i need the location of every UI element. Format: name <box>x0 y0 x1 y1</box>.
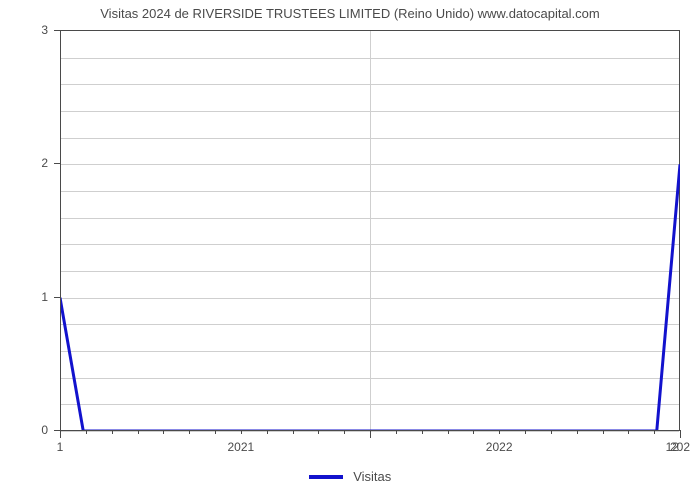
x-tick-minor <box>577 430 578 434</box>
x-tick-label: 2021 <box>227 440 254 454</box>
x-tick-minor <box>189 430 190 434</box>
y-tick <box>54 297 60 298</box>
x-tick-minor <box>86 430 87 434</box>
y-axis-line <box>60 30 61 430</box>
line-series-layer <box>60 31 680 431</box>
legend: Visitas <box>0 468 700 486</box>
x-tick-minor <box>112 430 113 434</box>
x-tick-label: 1 <box>57 440 64 454</box>
x-tick-minor <box>603 430 604 434</box>
y-tick <box>54 30 60 31</box>
plot-area <box>60 30 680 430</box>
x-tick-minor <box>628 430 629 434</box>
x-tick-minor <box>422 430 423 434</box>
y-tick <box>54 163 60 164</box>
x-tick-major <box>60 430 61 438</box>
y-tick-label: 1 <box>0 290 48 304</box>
x-tick-minor <box>318 430 319 434</box>
legend-label: Visitas <box>353 469 391 484</box>
chart-container: Visitas 2024 de RIVERSIDE TRUSTEES LIMIT… <box>0 0 700 500</box>
x-tick-label: 2022 <box>486 440 513 454</box>
x-tick-minor <box>654 430 655 434</box>
x-tick-minor <box>551 430 552 434</box>
series-line <box>60 164 680 431</box>
x-tick-major <box>680 430 681 438</box>
x-tick-minor <box>163 430 164 434</box>
x-tick-major <box>370 430 371 438</box>
y-tick-label: 3 <box>0 23 48 37</box>
x-tick-minor <box>344 430 345 434</box>
x-tick-minor <box>473 430 474 434</box>
x-tick-minor <box>499 430 500 434</box>
y-tick-label: 2 <box>0 156 48 170</box>
x-tick-label: 202 <box>670 440 690 454</box>
x-tick-minor <box>138 430 139 434</box>
x-tick-minor <box>267 430 268 434</box>
y-tick-label: 0 <box>0 423 48 437</box>
x-tick-minor <box>215 430 216 434</box>
chart-title: Visitas 2024 de RIVERSIDE TRUSTEES LIMIT… <box>0 6 700 21</box>
x-tick-minor <box>396 430 397 434</box>
legend-swatch <box>309 475 343 479</box>
x-tick-minor <box>293 430 294 434</box>
x-tick-minor <box>448 430 449 434</box>
x-tick-minor <box>241 430 242 434</box>
x-tick-minor <box>525 430 526 434</box>
